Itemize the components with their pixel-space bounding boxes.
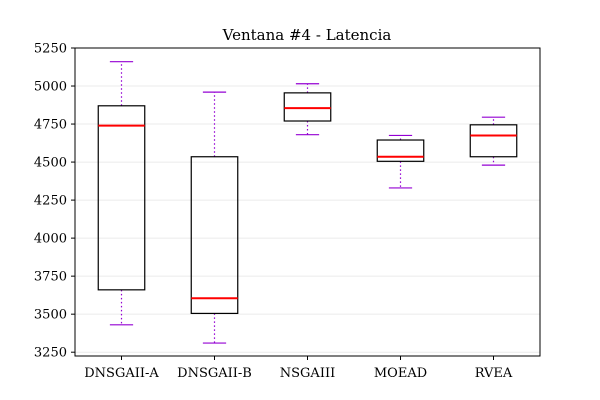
iqr-box <box>97 105 146 291</box>
x-tick-label: DNSGAII-A <box>84 366 159 381</box>
iqr-box <box>469 124 518 158</box>
y-tick-label: 3250 <box>34 346 67 361</box>
x-tick-label: MOEAD <box>374 366 427 381</box>
y-tick-label: 4500 <box>34 156 67 171</box>
box-nsgaiii <box>283 83 332 136</box>
x-tick-label: RVEA <box>475 366 513 381</box>
y-tick-label: 3500 <box>34 308 67 323</box>
y-tick-label: 3750 <box>34 270 67 285</box>
box-rvea <box>469 116 518 166</box>
y-axis-ticks: 3250 3500 3750 4000 4250 4500 4750 5000 5250 <box>34 42 75 361</box>
box-series <box>97 61 518 344</box>
iqr-box <box>376 139 425 162</box>
iqr-box <box>283 92 332 122</box>
iqr-box <box>190 156 239 315</box>
box-dnsgaii-b <box>190 91 239 344</box>
y-tick-label: 5000 <box>34 80 67 95</box>
y-tick-label: 4250 <box>34 194 67 209</box>
chart-title: Ventana #4 - Latencia <box>222 26 392 44</box>
y-tick-label: 4000 <box>34 232 67 247</box>
x-axis-ticks: DNSGAII-A DNSGAII-B NSGAIII MOEAD RVEA <box>84 356 513 381</box>
box-moead <box>376 134 425 189</box>
x-tick-label: NSGAIII <box>280 366 335 381</box>
y-tick-label: 4750 <box>34 118 67 133</box>
x-tick-label: DNSGAII-B <box>177 366 252 381</box>
y-tick-label: 5250 <box>34 42 67 57</box>
box-dnsgaii-a <box>97 61 146 326</box>
